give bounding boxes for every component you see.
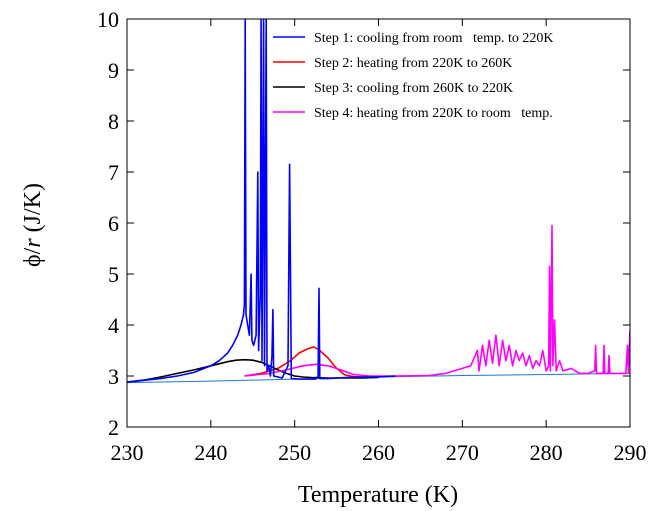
x-tick-label: 270 (446, 440, 479, 465)
y-tick-label: 6 (108, 211, 119, 236)
y-axis-title-symbol: ϕ/ (20, 247, 46, 267)
series-line-2 (244, 346, 379, 378)
x-tick-label: 250 (278, 440, 311, 465)
x-tick-label: 230 (111, 440, 144, 465)
legend-entry: Step 3: cooling from 260K to 220K (314, 81, 513, 96)
y-axis-title-italic: r (20, 238, 46, 248)
x-tick-label: 260 (362, 440, 395, 465)
legend-entry: Step 4: heating from 220K to room temp. (314, 106, 553, 121)
y-axis-title: ϕ/r (J/K) (20, 183, 46, 267)
y-tick-label: 8 (108, 109, 119, 134)
y-axis-ticks: 2 3 4 5 6 7 8 9 10 (97, 7, 630, 440)
y-tick-label: 5 (108, 262, 119, 287)
x-tick-label: 240 (194, 440, 227, 465)
series-line-4 (244, 224, 630, 377)
x-axis-title: Temperature (K) (298, 482, 458, 508)
y-tick-label: 3 (108, 364, 119, 389)
x-tick-label: 280 (530, 440, 563, 465)
y-axis-title-unit: (J/K) (20, 183, 46, 238)
series-line-1 (127, 19, 396, 383)
y-tick-label: 9 (108, 58, 119, 83)
legend-entry: Step 2: heating from 220K to 260K (314, 56, 512, 71)
legend-entry: Step 1: cooling from room temp. to 220K (314, 31, 554, 46)
x-axis-ticks: 230 240 250 260 270 280 290 (111, 19, 647, 465)
legend: Step 1: cooling from room temp. to 220K S… (273, 31, 554, 121)
y-tick-label: 7 (108, 160, 119, 185)
series-layer (127, 19, 630, 384)
x-tick-label: 290 (614, 440, 647, 465)
y-tick-label: 10 (97, 7, 119, 32)
y-tick-label: 2 (108, 415, 119, 440)
y-tick-label: 4 (108, 313, 119, 338)
